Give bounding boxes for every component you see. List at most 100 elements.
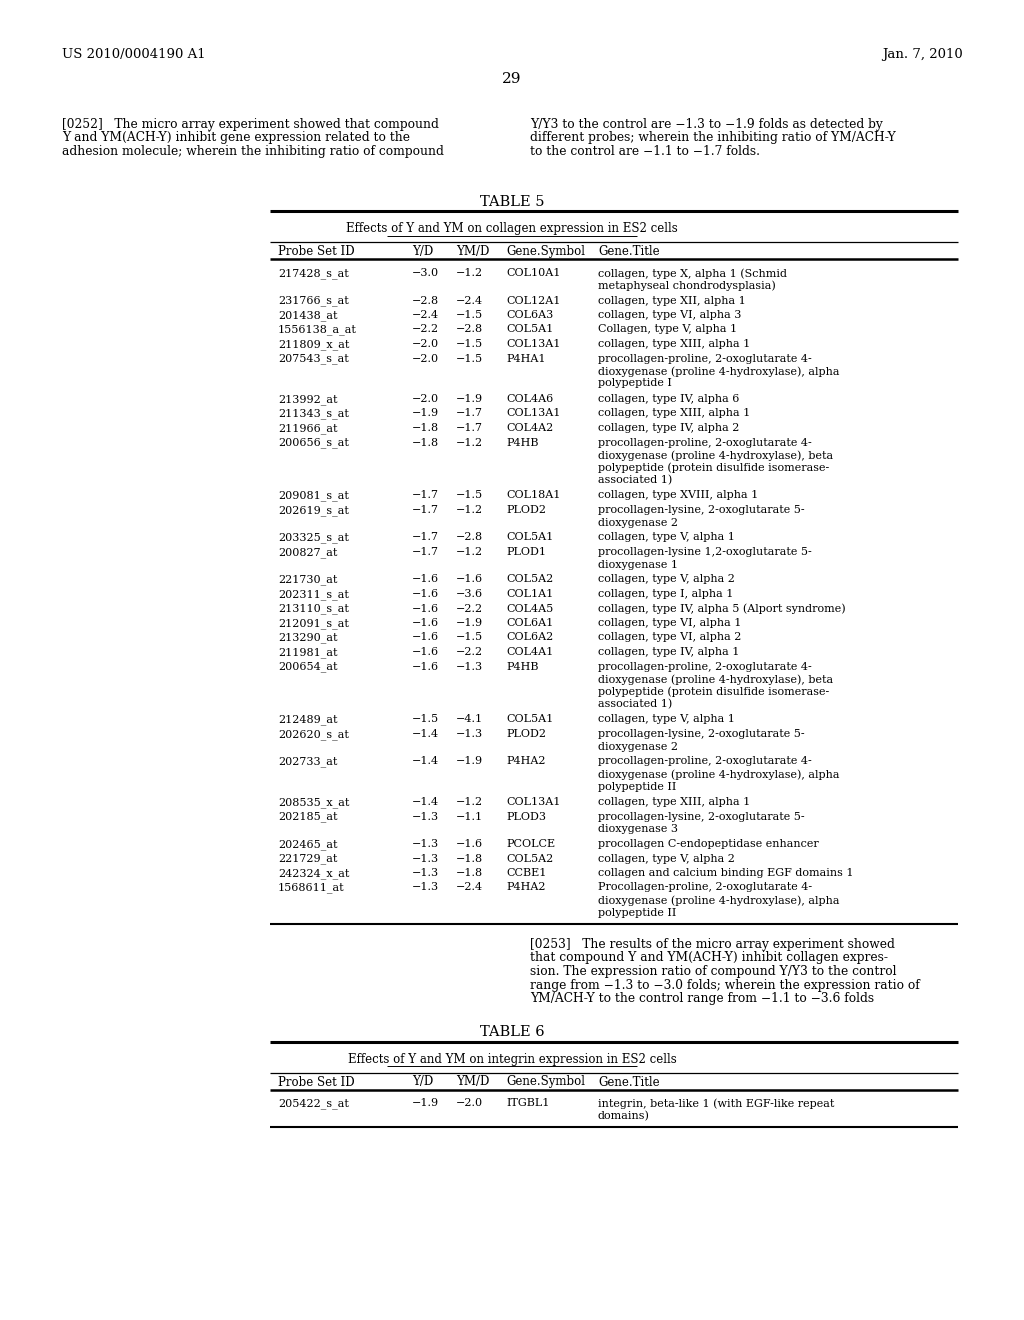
Text: 1556138_a_at: 1556138_a_at [278, 325, 357, 335]
Text: −1.2: −1.2 [456, 506, 483, 515]
Text: −1.6: −1.6 [412, 603, 439, 614]
Text: −1.7: −1.7 [412, 532, 439, 543]
Text: collagen, type X, alpha 1 (Schmid: collagen, type X, alpha 1 (Schmid [598, 268, 787, 279]
Text: COL10A1: COL10A1 [506, 268, 560, 279]
Text: −2.2: −2.2 [412, 325, 439, 334]
Text: Procollagen-proline, 2-oxoglutarate 4-: Procollagen-proline, 2-oxoglutarate 4- [598, 883, 812, 892]
Text: −1.3: −1.3 [412, 812, 439, 821]
Text: Gene.Symbol: Gene.Symbol [506, 246, 585, 257]
Text: collagen, type V, alpha 1: collagen, type V, alpha 1 [598, 532, 735, 543]
Text: Y/Y3 to the control are −1.3 to −1.9 folds as detected by: Y/Y3 to the control are −1.3 to −1.9 fol… [530, 117, 883, 131]
Text: procollagen-proline, 2-oxoglutarate 4-: procollagen-proline, 2-oxoglutarate 4- [598, 437, 812, 447]
Text: collagen and calcium binding EGF domains 1: collagen and calcium binding EGF domains… [598, 869, 853, 878]
Text: associated 1): associated 1) [598, 700, 672, 709]
Text: 202311_s_at: 202311_s_at [278, 589, 349, 599]
Text: −1.3: −1.3 [412, 869, 439, 878]
Text: collagen, type XII, alpha 1: collagen, type XII, alpha 1 [598, 296, 745, 305]
Text: −2.0: −2.0 [412, 339, 439, 348]
Text: 202733_at: 202733_at [278, 756, 337, 767]
Text: −1.2: −1.2 [456, 546, 483, 557]
Text: −1.5: −1.5 [456, 310, 483, 319]
Text: integrin, beta-like 1 (with EGF-like repeat: integrin, beta-like 1 (with EGF-like rep… [598, 1098, 835, 1109]
Text: collagen, type XVIII, alpha 1: collagen, type XVIII, alpha 1 [598, 491, 758, 500]
Text: YM/D: YM/D [456, 1076, 489, 1089]
Text: −1.7: −1.7 [412, 546, 439, 557]
Text: polypeptide II: polypeptide II [598, 908, 677, 917]
Text: −1.5: −1.5 [456, 339, 483, 348]
Text: COL5A1: COL5A1 [506, 532, 553, 543]
Text: −1.5: −1.5 [412, 714, 439, 725]
Text: COL13A1: COL13A1 [506, 797, 560, 807]
Text: COL12A1: COL12A1 [506, 296, 560, 305]
Text: 211981_at: 211981_at [278, 647, 338, 657]
Text: procollagen-lysine, 2-oxoglutarate 5-: procollagen-lysine, 2-oxoglutarate 5- [598, 506, 805, 515]
Text: TABLE 5: TABLE 5 [480, 195, 544, 209]
Text: PLOD1: PLOD1 [506, 546, 546, 557]
Text: Gene.Symbol: Gene.Symbol [506, 1076, 585, 1089]
Text: collagen, type VI, alpha 2: collagen, type VI, alpha 2 [598, 632, 741, 643]
Text: −1.8: −1.8 [456, 869, 483, 878]
Text: COL18A1: COL18A1 [506, 491, 560, 500]
Text: collagen, type VI, alpha 1: collagen, type VI, alpha 1 [598, 618, 741, 628]
Text: −2.8: −2.8 [412, 296, 439, 305]
Text: 212091_s_at: 212091_s_at [278, 618, 349, 628]
Text: −2.2: −2.2 [456, 647, 483, 657]
Text: domains): domains) [598, 1111, 650, 1121]
Text: −1.7: −1.7 [456, 408, 483, 418]
Text: 209081_s_at: 209081_s_at [278, 491, 349, 502]
Text: −2.4: −2.4 [412, 310, 439, 319]
Text: dioxygenase 2: dioxygenase 2 [598, 742, 678, 751]
Text: collagen, type IV, alpha 2: collagen, type IV, alpha 2 [598, 422, 739, 433]
Text: 200827_at: 200827_at [278, 546, 337, 558]
Text: −1.2: −1.2 [456, 797, 483, 807]
Text: −3.0: −3.0 [412, 268, 439, 279]
Text: [0253]   The results of the micro array experiment showed: [0253] The results of the micro array ex… [530, 939, 895, 950]
Text: −1.8: −1.8 [412, 422, 439, 433]
Text: procollagen-proline, 2-oxoglutarate 4-: procollagen-proline, 2-oxoglutarate 4- [598, 354, 812, 363]
Text: −1.3: −1.3 [412, 840, 439, 849]
Text: CCBE1: CCBE1 [506, 869, 547, 878]
Text: 213992_at: 213992_at [278, 393, 338, 405]
Text: 213110_s_at: 213110_s_at [278, 603, 349, 614]
Text: 205422_s_at: 205422_s_at [278, 1098, 349, 1109]
Text: dioxygenase (proline 4-hydroxylase), alpha: dioxygenase (proline 4-hydroxylase), alp… [598, 770, 840, 780]
Text: collagen, type XIII, alpha 1: collagen, type XIII, alpha 1 [598, 797, 751, 807]
Text: 211966_at: 211966_at [278, 422, 338, 434]
Text: metaphyseal chondrodysplasia): metaphyseal chondrodysplasia) [598, 281, 776, 292]
Text: Y/D: Y/D [412, 246, 433, 257]
Text: YM/D: YM/D [456, 246, 489, 257]
Text: PLOD3: PLOD3 [506, 812, 546, 821]
Text: −1.6: −1.6 [456, 840, 483, 849]
Text: collagen, type I, alpha 1: collagen, type I, alpha 1 [598, 589, 733, 599]
Text: −1.6: −1.6 [412, 661, 439, 672]
Text: polypeptide (protein disulfide isomerase-: polypeptide (protein disulfide isomerase… [598, 462, 829, 473]
Text: PLOD2: PLOD2 [506, 506, 546, 515]
Text: −1.4: −1.4 [412, 797, 439, 807]
Text: procollagen-proline, 2-oxoglutarate 4-: procollagen-proline, 2-oxoglutarate 4- [598, 756, 812, 767]
Text: Gene.Title: Gene.Title [598, 1076, 659, 1089]
Text: −1.4: −1.4 [412, 756, 439, 767]
Text: −2.0: −2.0 [412, 393, 439, 404]
Text: polypeptide II: polypeptide II [598, 781, 677, 792]
Text: −1.3: −1.3 [412, 883, 439, 892]
Text: collagen, type IV, alpha 1: collagen, type IV, alpha 1 [598, 647, 739, 657]
Text: −1.6: −1.6 [412, 632, 439, 643]
Text: COL6A3: COL6A3 [506, 310, 553, 319]
Text: COL4A6: COL4A6 [506, 393, 553, 404]
Text: P4HB: P4HB [506, 661, 539, 672]
Text: range from −1.3 to −3.0 folds; wherein the expression ratio of: range from −1.3 to −3.0 folds; wherein t… [530, 978, 920, 991]
Text: COL13A1: COL13A1 [506, 408, 560, 418]
Text: −2.4: −2.4 [456, 296, 483, 305]
Text: −1.6: −1.6 [412, 647, 439, 657]
Text: COL4A5: COL4A5 [506, 603, 553, 614]
Text: procollagen-lysine, 2-oxoglutarate 5-: procollagen-lysine, 2-oxoglutarate 5- [598, 729, 805, 739]
Text: to the control are −1.1 to −1.7 folds.: to the control are −1.1 to −1.7 folds. [530, 145, 760, 158]
Text: procollagen C-endopeptidase enhancer: procollagen C-endopeptidase enhancer [598, 840, 819, 849]
Text: 200656_s_at: 200656_s_at [278, 437, 349, 449]
Text: −1.6: −1.6 [412, 574, 439, 585]
Text: −1.8: −1.8 [456, 854, 483, 863]
Text: different probes; wherein the inhibiting ratio of YM/ACH-Y: different probes; wherein the inhibiting… [530, 132, 896, 144]
Text: dioxygenase (proline 4-hydroxylase), beta: dioxygenase (proline 4-hydroxylase), bet… [598, 450, 834, 461]
Text: P4HB: P4HB [506, 437, 539, 447]
Text: 211343_s_at: 211343_s_at [278, 408, 349, 420]
